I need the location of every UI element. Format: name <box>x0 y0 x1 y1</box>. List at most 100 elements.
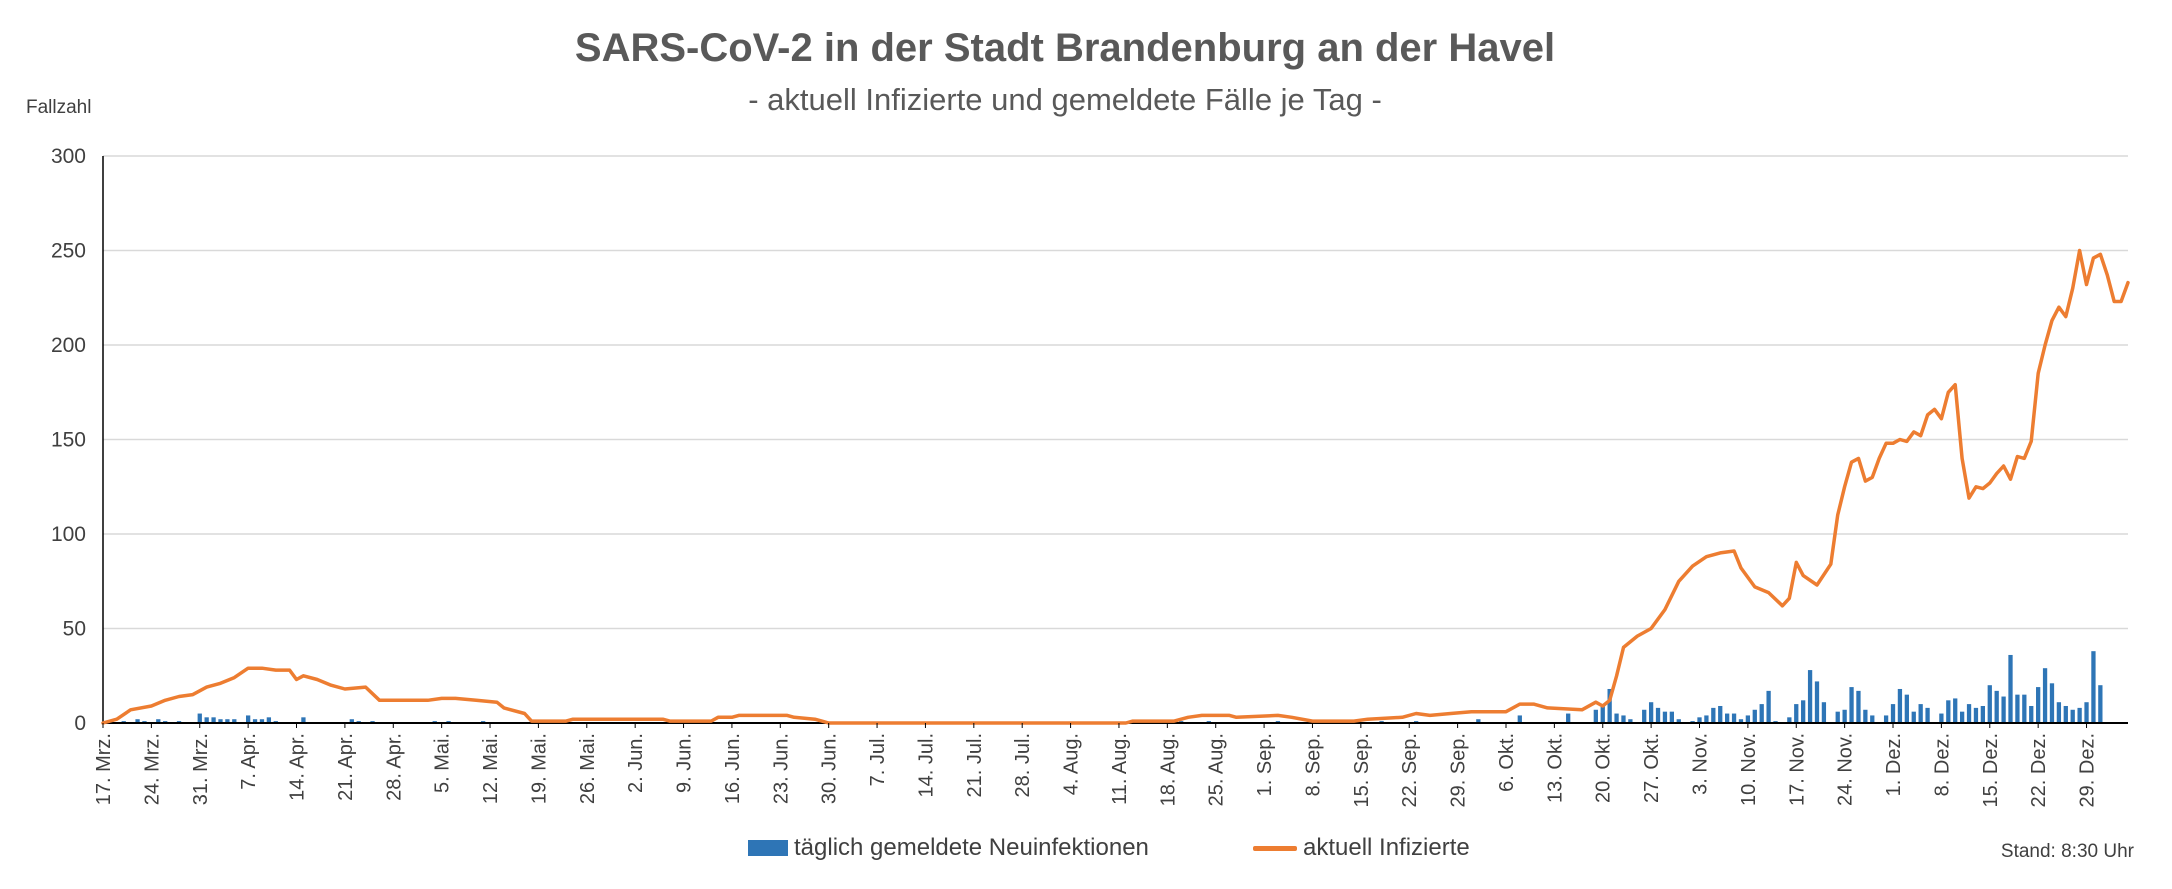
chart-title: SARS-CoV-2 in der Stadt Brandenburg an d… <box>574 26 1556 70</box>
bar-95 <box>2049 683 2055 723</box>
x-tick-label-33: 3. Nov. <box>1690 733 1712 795</box>
x-tick-label-12: 9. Jun. <box>674 733 696 793</box>
x-tick-label-37: 1. Dez. <box>1883 733 1905 796</box>
bar-34 <box>1566 713 1571 723</box>
x-tick-label-10: 26. Mai. <box>577 733 599 804</box>
x-tick-label-25: 8. Sep. <box>1303 733 1325 796</box>
bar-96 <box>2056 702 2062 723</box>
x-tick-label-0: 17. Mrz. <box>93 733 115 805</box>
legend-item-bars: täglich gemeldete Neuinfektionen <box>748 834 1149 862</box>
bar-75 <box>1904 694 1909 723</box>
x-tick-label-35: 17. Nov. <box>1786 733 1808 806</box>
bar-80 <box>1946 700 1951 723</box>
bar-7 <box>204 717 209 723</box>
y-tick-label-50: 50 <box>63 618 86 641</box>
bar-67 <box>1842 709 1847 723</box>
x-tick-label-18: 21. Jul. <box>964 733 986 797</box>
x-tick-label-15: 30. Jun. <box>819 733 841 804</box>
x-tick-label-41: 29. Dez. <box>2077 733 2099 807</box>
bar-77 <box>1918 704 1923 723</box>
bar-15 <box>266 717 272 723</box>
x-tick-label-20: 4. Aug. <box>1061 733 1083 795</box>
bar-55 <box>1745 715 1751 723</box>
bar-86 <box>1987 685 1992 723</box>
y-tick-label-300: 300 <box>51 145 86 168</box>
x-tick-label-11: 2. Jun. <box>625 733 647 793</box>
bar-82 <box>1959 711 1965 723</box>
x-tick-label-5: 21. Apr. <box>335 733 357 801</box>
bar-44 <box>1662 711 1668 723</box>
bar-57 <box>1759 704 1764 723</box>
bar-11 <box>232 719 237 723</box>
bar-97 <box>2063 705 2068 723</box>
bar-69 <box>1856 690 1861 723</box>
bar-8 <box>211 717 216 723</box>
x-tick-label-19: 28. Jul. <box>1012 733 1034 797</box>
bar-63 <box>1807 670 1813 723</box>
bar-17 <box>301 717 306 723</box>
bar-84 <box>1973 707 1979 723</box>
y-tick-label-150: 150 <box>51 429 86 452</box>
legend-line-swatch <box>1253 845 1297 851</box>
x-tick-label-40: 22. Dez. <box>2028 733 2050 807</box>
x-tick-label-2: 31. Mrz. <box>190 733 212 805</box>
bar-56 <box>1752 709 1757 723</box>
bar-10 <box>225 719 230 723</box>
x-tick-label-34: 10. Nov. <box>1738 733 1760 806</box>
x-tick-label-29: 6. Okt. <box>1496 733 1518 792</box>
bar-33 <box>1517 715 1522 723</box>
bar-90 <box>2015 694 2020 723</box>
x-tick-label-21: 11. Aug. <box>1109 733 1131 805</box>
y-tick-label-200: 200 <box>51 334 86 357</box>
bar-51 <box>1718 705 1723 723</box>
chart-subtitle: - aktuell Infizierte und gemeldete Fälle… <box>748 82 1382 117</box>
bar-74 <box>1897 688 1903 723</box>
bar-32 <box>1476 719 1481 723</box>
x-tick-label-36: 24. Nov. <box>1835 733 1857 806</box>
x-tick-label-26: 15. Sep. <box>1351 733 1373 808</box>
bar-68 <box>1849 687 1854 723</box>
bar-50 <box>1711 707 1716 723</box>
x-tick-label-28: 29. Sep. <box>1448 733 1470 808</box>
bar-62 <box>1801 700 1806 723</box>
x-tick-label-6: 28. Apr. <box>383 733 405 801</box>
bar-1 <box>135 719 140 723</box>
bar-45 <box>1669 711 1674 723</box>
bar-48 <box>1697 717 1702 723</box>
bar-72 <box>1883 715 1889 723</box>
bar-71 <box>1870 715 1875 723</box>
x-tick-label-30: 13. Okt. <box>1544 733 1566 803</box>
bar-81 <box>1953 698 1958 723</box>
bar-18 <box>349 719 354 723</box>
y-axis-label: Fallzahl <box>26 97 92 118</box>
bar-6 <box>197 713 202 723</box>
x-tick-label-31: 20. Okt. <box>1593 733 1615 803</box>
bar-41 <box>1642 709 1647 723</box>
bar-38 <box>1614 713 1619 723</box>
bar-9 <box>218 719 223 723</box>
bar-49 <box>1704 715 1709 723</box>
bar-83 <box>1966 704 1972 723</box>
bar-91 <box>2022 694 2027 723</box>
bar-98 <box>2070 709 2075 723</box>
x-tick-label-27: 22. Sep. <box>1399 733 1421 808</box>
legend-label-line: aktuell Infizierte <box>1303 834 1470 861</box>
x-tick-label-3: 7. Apr. <box>238 733 260 790</box>
bar-102 <box>2098 685 2103 723</box>
bar-53 <box>1731 713 1737 723</box>
bar-76 <box>1911 711 1916 723</box>
bar-89 <box>2008 654 2013 723</box>
x-tick-label-17: 14. Jul. <box>915 733 937 797</box>
x-tick-label-14: 23. Jun. <box>770 733 792 804</box>
x-tick-label-38: 8. Dez. <box>1931 733 1953 796</box>
bar-46 <box>1676 719 1681 723</box>
bar-52 <box>1725 713 1730 723</box>
bar-35 <box>1593 709 1598 723</box>
bar-14 <box>259 719 265 723</box>
bar-36 <box>1600 705 1605 723</box>
x-tick-label-16: 7. Jul. <box>867 733 889 786</box>
y-tick-label-0: 0 <box>74 712 86 735</box>
bar-61 <box>1794 704 1799 723</box>
x-tick-label-4: 14. Apr. <box>287 733 309 801</box>
